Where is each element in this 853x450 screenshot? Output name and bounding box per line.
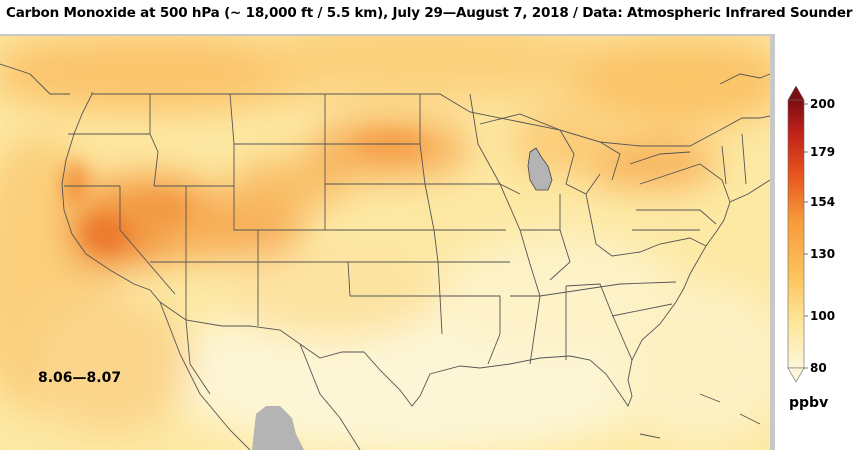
co-map: [0, 34, 775, 450]
date-range-label: 8.06—8.07: [38, 370, 122, 386]
map-title: Carbon Monoxide at 500 hPa (~ 18,000 ft …: [6, 5, 853, 21]
colorbar-unit: ppbv: [789, 395, 829, 411]
colorbar-ticks: 200 179 154 130 100 80: [804, 97, 835, 375]
state-borders: [0, 63, 771, 450]
colorbar-tick-label: 130: [810, 247, 835, 261]
colorbar-max-extend: [787, 85, 805, 101]
colorbar-tick-label: 179: [810, 145, 835, 159]
colorbar-tick-label: 100: [810, 309, 835, 323]
colorbar-min-extend: [787, 367, 805, 383]
colorbar-tick-label: 200: [810, 97, 835, 111]
colorbar-tick-label: 80: [810, 361, 827, 375]
colorbar-gradient: [787, 99, 805, 369]
map-frame-top: [0, 34, 775, 36]
lake-michigan: [527, 147, 553, 191]
colorbar: 200 179 154 130 100 80: [780, 85, 850, 396]
gulf-of-california: [252, 406, 304, 450]
map-frame-right: [770, 34, 775, 450]
colorbar-tick-label: 154: [810, 195, 835, 209]
